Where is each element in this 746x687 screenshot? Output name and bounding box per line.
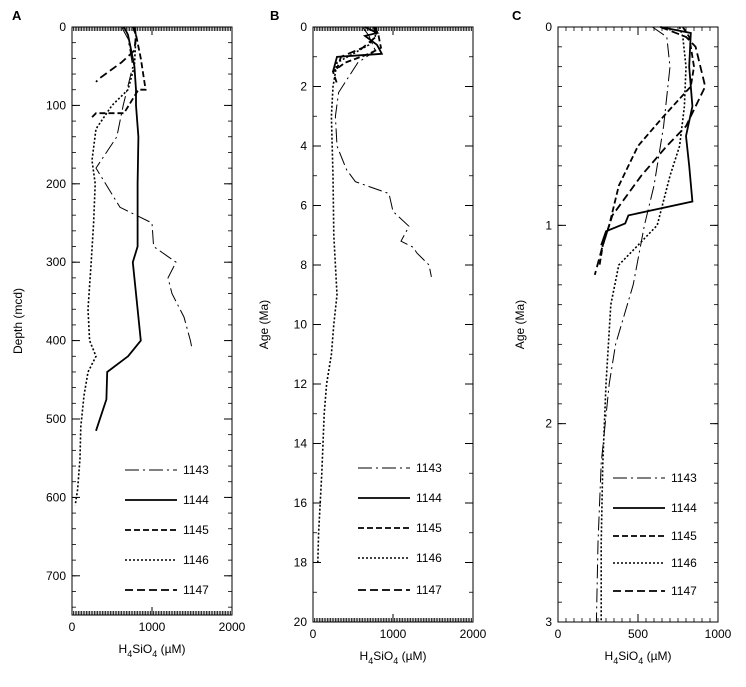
series-line-1146 (317, 26, 377, 563)
y-tick-label: 0 (545, 20, 552, 34)
series-line-1145 (598, 26, 695, 266)
series-line-1143 (334, 26, 432, 277)
panel-a: 0 1000 2000 0 100 200 300 400 500 600 700 A H4SiO4 (… (11, 8, 246, 659)
y-tick-label: 0 (59, 20, 66, 34)
y-axis-label: Age (Ma) (257, 300, 271, 349)
legend-label-1147: 1147 (416, 583, 442, 597)
y-tick-label: 3 (545, 615, 552, 629)
x-tick-label: 2000 (460, 627, 487, 641)
y-tick-label: 1 (545, 218, 552, 232)
series-line-1146 (74, 26, 137, 506)
y-axis-label: Depth (mcd) (11, 288, 25, 354)
y-tick-label: 2 (300, 80, 307, 94)
legend-label-1143: 1143 (183, 463, 209, 477)
y-tick-label: 200 (46, 177, 66, 191)
x-axis-label: H4SiO4 (µM) (360, 649, 427, 666)
legend-label-1146: 1146 (183, 553, 209, 567)
y-tick-label: 18 (294, 556, 308, 570)
panel-c: 0 500 1000 0 1 2 3 C H4SiO4 (µM) Age (Ma) 1143 1144… (512, 8, 732, 666)
series-line-1145 (91, 26, 147, 118)
legend-label-1143: 1143 (671, 471, 697, 485)
x-tick-label: 1000 (139, 620, 166, 634)
y-tick-label: 0 (300, 20, 307, 34)
x-tick-label: 1000 (705, 627, 732, 641)
legend-label-1144: 1144 (671, 501, 697, 515)
plot-frame (312, 26, 474, 623)
y-tick-label: 8 (300, 258, 307, 272)
y-tick-label: 100 (46, 98, 66, 112)
legend-label-1144: 1144 (416, 491, 442, 505)
series-line-1144 (600, 26, 694, 246)
y-tick-label: 6 (300, 199, 307, 213)
series-line-1146 (600, 26, 687, 622)
y-tick-label: 16 (294, 496, 308, 510)
x-tick-label: 0 (310, 627, 317, 641)
legend-label-1146: 1146 (671, 556, 697, 570)
x-axis-label: H4SiO4 (µM) (119, 642, 186, 659)
y-tick-label: 10 (294, 318, 308, 332)
y-tick-label: 500 (46, 412, 66, 426)
series-line-1145 (331, 26, 383, 84)
series-line-1147 (336, 26, 379, 69)
legend-label-1143: 1143 (416, 461, 442, 475)
panel-label: C (512, 8, 522, 23)
x-tick-label: 500 (628, 627, 648, 641)
legend-label-1144: 1144 (183, 493, 209, 507)
legend-label-1147: 1147 (183, 583, 209, 597)
y-tick-label: 600 (46, 490, 66, 504)
x-axis-label: H4SiO4 (µM) (605, 649, 672, 666)
x-tick-label: 2000 (219, 620, 246, 634)
legend-label-1146: 1146 (416, 551, 442, 565)
y-tick-label: 400 (46, 334, 66, 348)
series-line-1143 (95, 26, 193, 349)
legend-label-1145: 1145 (183, 523, 209, 537)
series-line-1147 (95, 26, 137, 83)
panel-label: A (12, 8, 22, 23)
panel-label: B (270, 8, 279, 23)
y-tick-label: 12 (294, 377, 308, 391)
y-tick-label: 300 (46, 255, 66, 269)
y-tick-label: 700 (46, 569, 66, 583)
series-line-1144 (95, 26, 142, 432)
panel-b: 0 1000 2000 0 2 4 6 8 10 12 14 16 18 20 B H4SiO4 (µM) Ag… (257, 8, 487, 666)
y-tick-label: 2 (545, 417, 552, 431)
legend-label-1145: 1145 (416, 521, 442, 535)
x-tick-label: 1000 (380, 627, 407, 641)
series-line-1143 (595, 26, 671, 623)
series-line-1144 (332, 26, 384, 72)
y-tick-label: 4 (300, 139, 307, 153)
x-tick-label: 0 (555, 627, 562, 641)
y-tick-label: 14 (294, 437, 308, 451)
y-tick-label: 20 (294, 615, 308, 629)
x-tick-label: 0 (69, 620, 76, 634)
series-line-1147 (593, 26, 707, 276)
y-axis-label: Age (Ma) (513, 300, 527, 349)
legend-label-1145: 1145 (671, 529, 697, 543)
legend-label-1147: 1147 (671, 584, 697, 598)
